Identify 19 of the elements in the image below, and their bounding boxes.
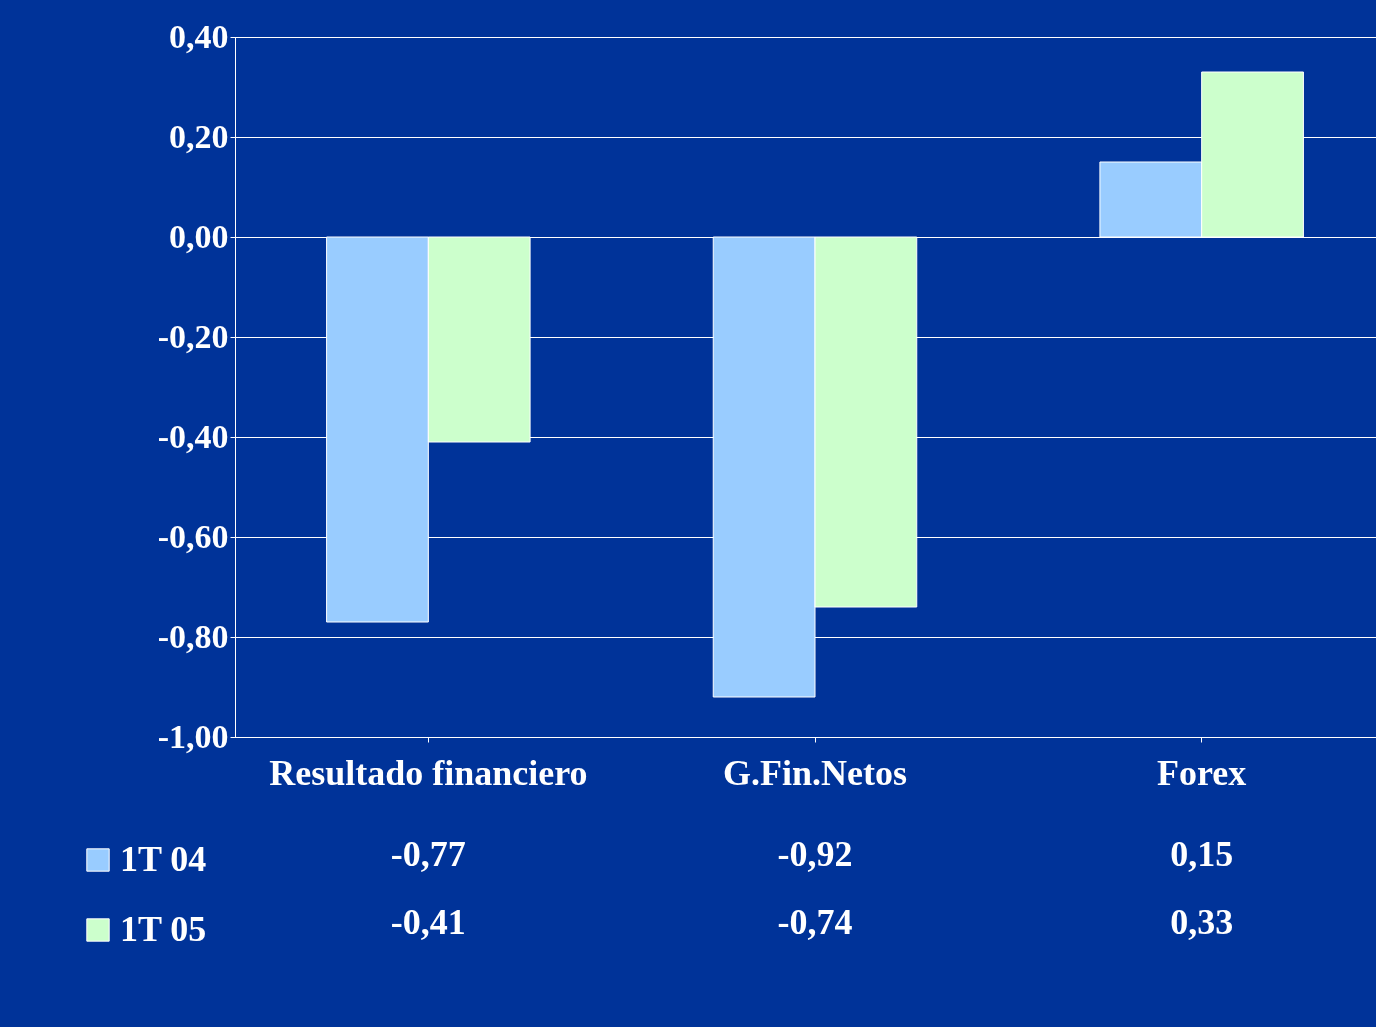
y-tick-label: -0,80 [157, 617, 229, 655]
y-tick-label: -0,20 [157, 317, 229, 355]
data-label: -0,41 [390, 902, 466, 942]
x-tick-label: Resultado financiero [269, 752, 588, 793]
legend-label: 1T 04 [120, 839, 207, 879]
y-tick-label: 0,40 [169, 17, 229, 55]
data-label: -0,74 [777, 902, 853, 942]
y-tick-label: -1,00 [157, 717, 229, 755]
y-tick-label: 0,20 [169, 117, 229, 155]
data-label: -0,77 [390, 834, 466, 874]
y-tick-label: 0,00 [169, 217, 229, 255]
x-tick-label: Forex [1157, 752, 1247, 793]
y-tick-label: -0,60 [157, 517, 229, 555]
x-tick-label: G.Fin.Netos [723, 752, 907, 793]
data-label: 0,15 [1170, 834, 1234, 874]
data-label: 0,33 [1170, 902, 1234, 942]
legend-label: 1T 05 [120, 909, 207, 949]
y-tick-label: -0,40 [157, 417, 229, 455]
data-label: -0,92 [777, 834, 853, 874]
